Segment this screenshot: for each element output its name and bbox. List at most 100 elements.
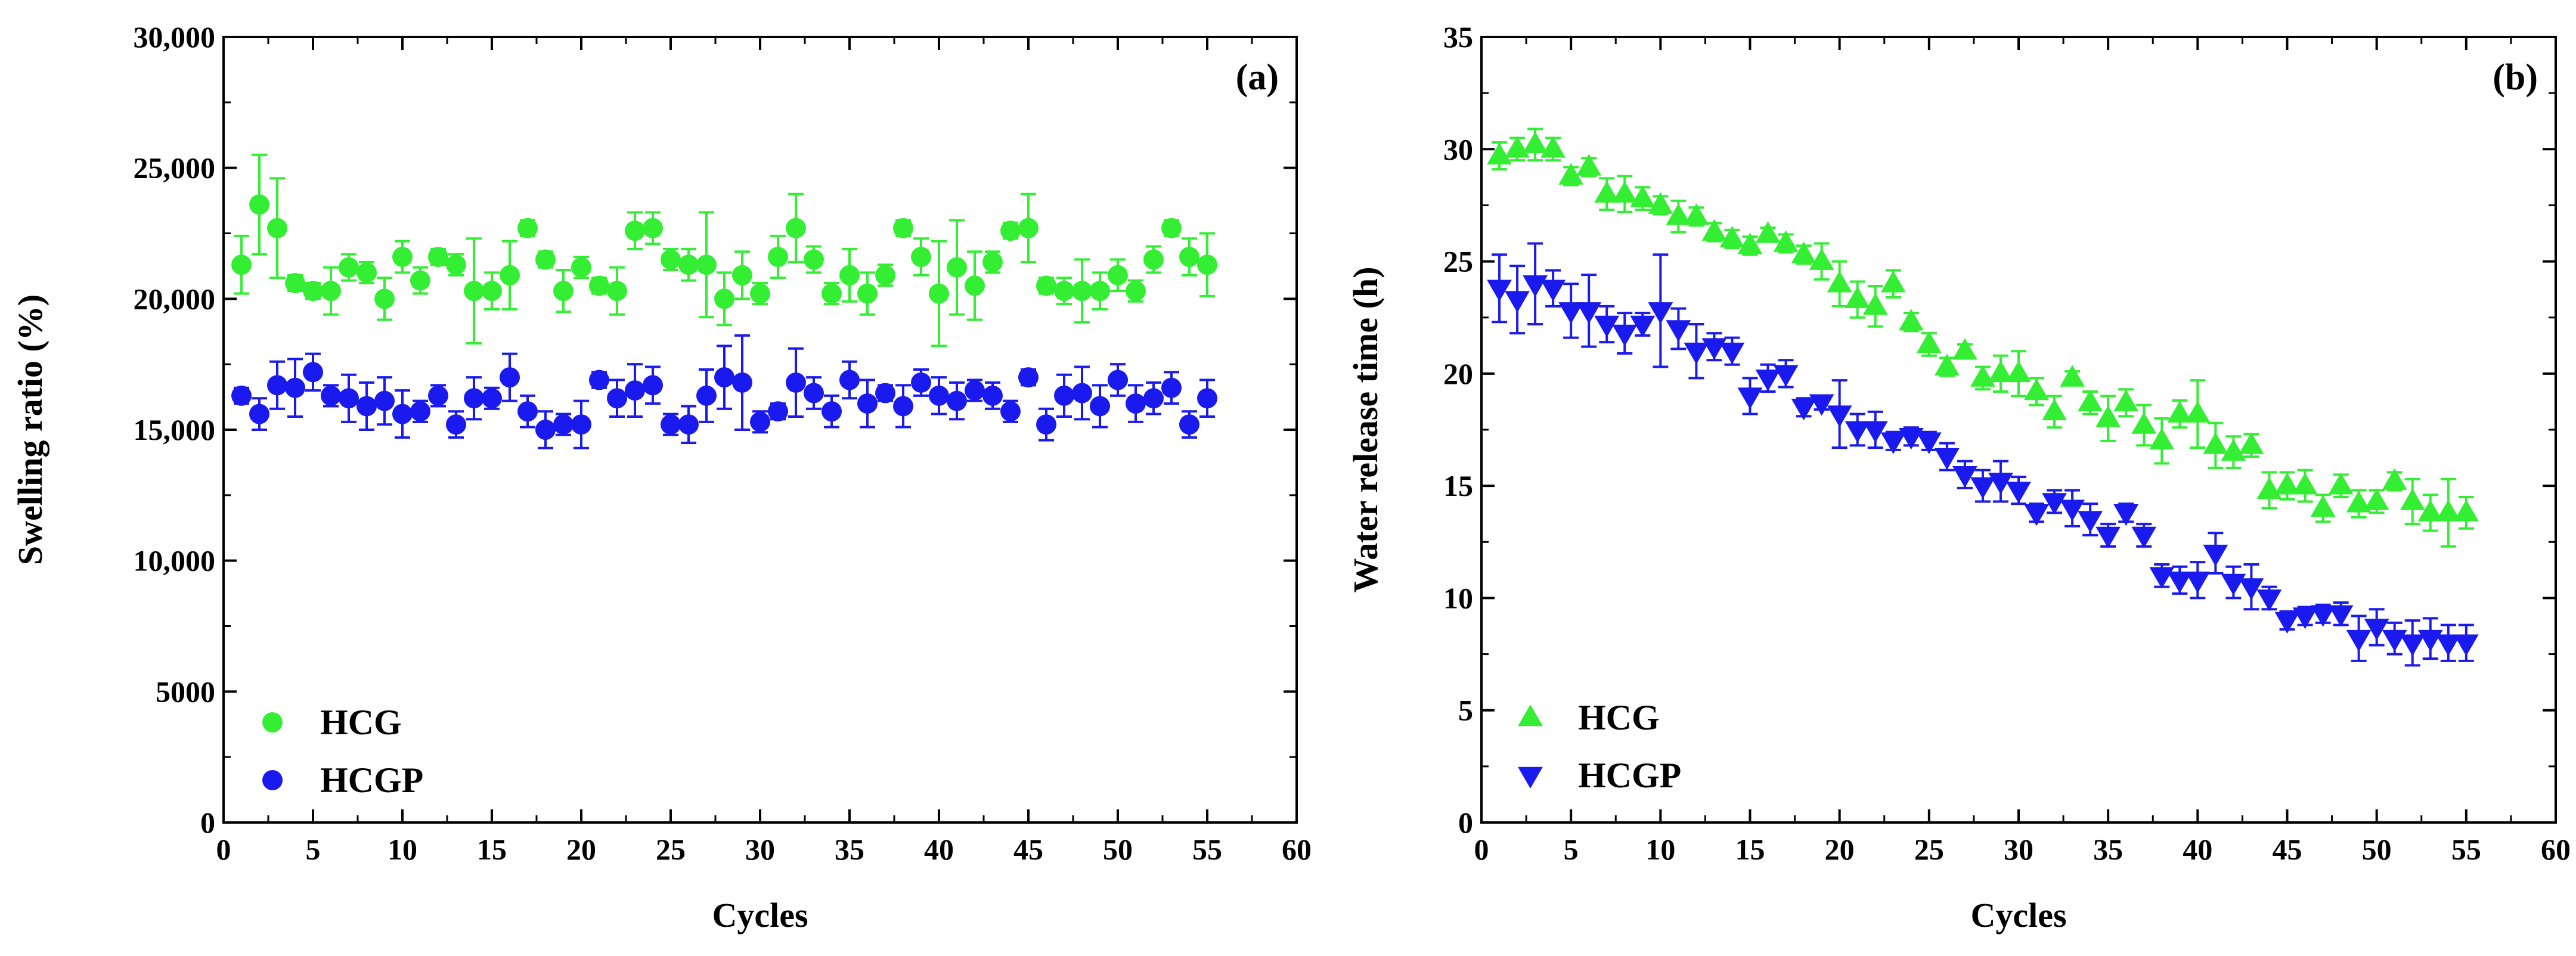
data-point (1161, 218, 1182, 238)
data-point (339, 257, 359, 278)
data-point (517, 218, 538, 238)
data-point (1970, 365, 1995, 387)
data-point (1952, 466, 1977, 488)
y-tick-label: 35 (1443, 20, 1473, 54)
x-tick-label: 50 (2362, 833, 2392, 866)
data-point (1845, 421, 1870, 443)
data-point (1558, 163, 1584, 185)
data-point (625, 221, 645, 241)
data-point (768, 401, 788, 422)
data-point (428, 385, 448, 406)
data-point (500, 367, 520, 388)
data-point (1737, 232, 1763, 254)
data-point (696, 385, 717, 406)
data-point (1090, 281, 1110, 302)
data-point (267, 375, 287, 396)
data-point (1934, 448, 1960, 470)
data-point (2078, 511, 2103, 533)
data-point (2185, 401, 2211, 423)
data-point (589, 275, 609, 296)
panel-label: (a) (1236, 57, 1279, 98)
data-point (1197, 388, 1217, 409)
data-point (1072, 383, 1092, 403)
data-point (2131, 526, 2157, 548)
x-tick-label: 55 (2451, 833, 2481, 866)
data-point (571, 414, 591, 435)
data-point (446, 254, 466, 275)
data-point (661, 249, 681, 270)
data-point (2239, 432, 2264, 454)
data-point (339, 388, 359, 409)
y-tick-label: 0 (200, 806, 215, 839)
x-tick-label: 50 (1103, 833, 1133, 866)
data-point (2453, 499, 2479, 522)
data-point (696, 254, 717, 275)
data-point (2382, 468, 2407, 490)
data-point (804, 249, 824, 270)
data-point (839, 370, 860, 390)
x-tick-label: 40 (924, 833, 954, 866)
data-point (303, 281, 323, 302)
data-point (571, 257, 591, 278)
data-point (1000, 401, 1021, 422)
data-point (428, 247, 448, 268)
chart-panel-b: 0 5 10 15 20 25 30 35 40 45 50 55 60 0 5 10 15 20 25 30 35 Cy… (1346, 20, 2571, 935)
data-point (2239, 578, 2264, 600)
data-point (2167, 401, 2193, 423)
data-point (965, 275, 985, 296)
y-axis-title: Water release time (h) (1346, 266, 1385, 592)
data-point (643, 375, 663, 396)
data-point (1809, 248, 1834, 270)
data-point (1630, 315, 1656, 338)
data-point (1594, 315, 1620, 338)
data-point (1827, 271, 1852, 293)
data-point (2435, 499, 2461, 522)
data-point (2328, 473, 2354, 495)
data-point (1487, 280, 1512, 302)
data-point (965, 380, 985, 401)
data-point (1898, 309, 1924, 331)
series-hcg (231, 153, 1217, 347)
data-point (2006, 360, 2031, 383)
data-point (1197, 254, 1217, 275)
data-point (2221, 573, 2246, 596)
data-point (2221, 439, 2246, 461)
data-point (321, 385, 341, 406)
data-point (410, 270, 430, 291)
x-tick-label: 30 (2004, 833, 2033, 866)
y-tick-label: 10 (1443, 581, 1473, 614)
data-point (1179, 247, 1199, 268)
data-point (2131, 412, 2157, 434)
x-tick-label: 40 (2183, 833, 2212, 866)
data-point (822, 401, 842, 422)
data-point (1558, 302, 1584, 324)
series-hcgp (1487, 242, 2479, 667)
x-axis-title: Cycles (712, 896, 808, 935)
legend-marker-hcg (262, 712, 283, 732)
data-point (1988, 473, 2013, 495)
data-point (1719, 342, 1745, 365)
data-point (2095, 526, 2121, 548)
data-point (2435, 634, 2461, 656)
data-point (249, 403, 269, 424)
x-tick-label: 25 (1914, 833, 1944, 866)
data-point (1143, 388, 1164, 409)
data-point (2203, 544, 2228, 567)
data-point (553, 414, 574, 435)
y-tick-label: 0 (1458, 806, 1473, 839)
x-tick-label: 20 (1825, 833, 1855, 866)
data-point (1934, 353, 1960, 375)
series-hcg (1487, 128, 2479, 548)
x-tick-label: 5 (306, 833, 321, 866)
data-point (2149, 567, 2175, 589)
data-point (1018, 367, 1039, 388)
y-tick-label: 5000 (156, 675, 215, 708)
data-point (678, 414, 699, 435)
data-point (1988, 360, 2013, 383)
data-point (607, 281, 627, 302)
data-point (2256, 589, 2282, 612)
data-point (1072, 281, 1092, 302)
legend-label-hcg: HCG (1578, 698, 1660, 737)
data-point (625, 380, 645, 401)
